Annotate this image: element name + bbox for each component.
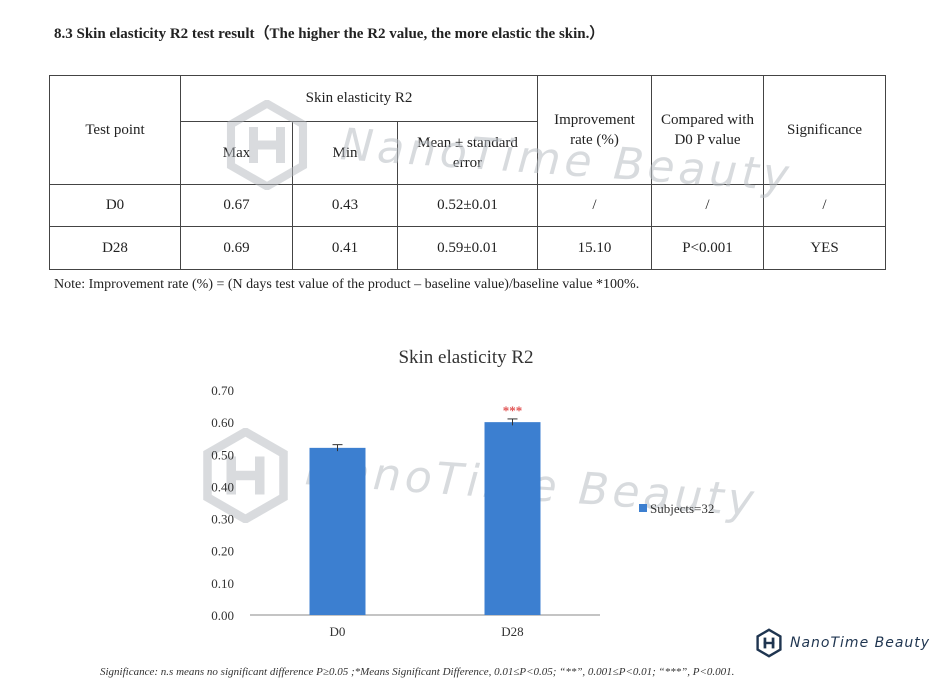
cell-point: D0 bbox=[49, 184, 181, 227]
cell-improvement: 15.10 bbox=[537, 226, 652, 270]
y-tick-label: 0.70 bbox=[211, 383, 234, 398]
header-test-point: Test point bbox=[49, 75, 181, 185]
header-improvement-rate: Improvement rate (%) bbox=[537, 75, 652, 185]
y-tick-label: 0.50 bbox=[211, 447, 234, 462]
header-mean-se: Mean ± standard error bbox=[397, 121, 538, 185]
chart-title: Skin elasticity R2 bbox=[398, 347, 533, 368]
cell-mean: 0.52±0.01 bbox=[397, 184, 538, 227]
y-tick-label: 0.40 bbox=[211, 479, 234, 494]
y-tick-label: 0.00 bbox=[211, 608, 234, 623]
improvement-note: Note: Improvement rate (%) = (N days tes… bbox=[54, 277, 640, 292]
section-heading: 8.3 Skin elasticity R2 test result（The h… bbox=[54, 26, 605, 42]
bar bbox=[309, 447, 366, 615]
y-tick-label: 0.20 bbox=[211, 544, 234, 559]
cell-min: 0.41 bbox=[292, 226, 398, 270]
cell-min: 0.43 bbox=[292, 184, 398, 227]
legend-swatch bbox=[639, 504, 647, 512]
significance-annotation: *** bbox=[503, 403, 523, 418]
header-compared-with-d0: Compared with D0 P value bbox=[651, 75, 764, 185]
cell-significance: YES bbox=[763, 226, 886, 270]
x-tick-label: D0 bbox=[330, 624, 346, 639]
table-row: D0 0.67 0.43 0.52±0.01 / / / bbox=[49, 184, 886, 227]
x-tick-label: D28 bbox=[501, 624, 523, 639]
brand-name: NanoTime Beauty bbox=[790, 635, 931, 651]
y-tick-label: 0.10 bbox=[211, 576, 234, 591]
significance-footnote: Significance: n.s means no significant d… bbox=[100, 666, 735, 678]
cell-improvement: / bbox=[537, 184, 652, 227]
legend-label: Subjects=32 bbox=[650, 501, 714, 516]
y-tick-label: 0.30 bbox=[211, 512, 234, 527]
header-significance: Significance bbox=[763, 75, 886, 185]
table-row: D28 0.69 0.41 0.59±0.01 15.10 P<0.001 YE… bbox=[49, 226, 886, 270]
brand-hexagon-icon bbox=[756, 628, 782, 658]
y-tick-label: 0.60 bbox=[211, 415, 234, 430]
bar bbox=[484, 422, 541, 615]
cell-point: D28 bbox=[49, 226, 181, 270]
brand-logo: NanoTime Beauty bbox=[754, 628, 930, 658]
cell-max: 0.69 bbox=[180, 226, 293, 270]
cell-mean: 0.59±0.01 bbox=[397, 226, 538, 270]
header-min: Min bbox=[292, 121, 398, 185]
